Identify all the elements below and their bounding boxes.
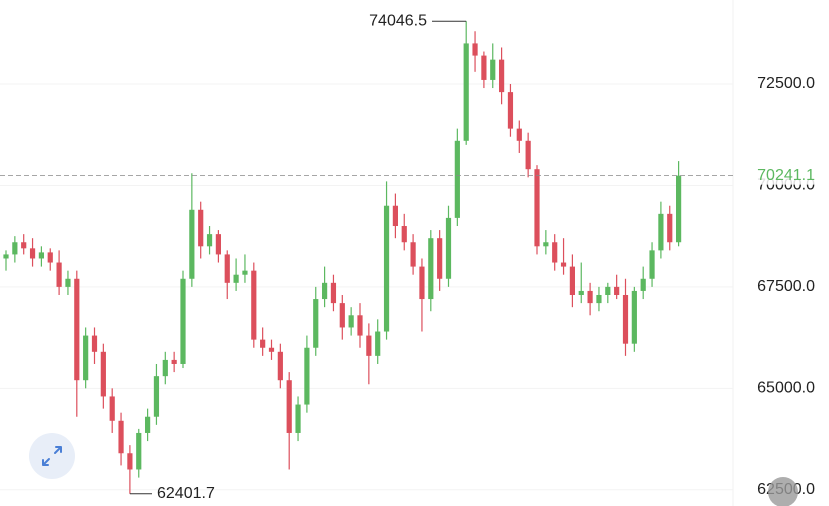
candle-body — [339, 303, 345, 328]
candle-body — [304, 347, 310, 405]
candle-body — [543, 242, 549, 247]
y-tick-label: 72500.0 — [757, 75, 815, 92]
candle-body — [29, 248, 36, 259]
max-label: 74046.5 — [369, 12, 427, 29]
candle-body — [587, 290, 593, 304]
candle-body — [622, 294, 629, 344]
candle-body — [375, 331, 381, 356]
candle-body — [65, 278, 71, 287]
expand-icon[interactable] — [42, 446, 62, 466]
candle-body — [277, 351, 283, 381]
candle-body — [472, 43, 478, 56]
candle-body — [260, 339, 266, 348]
candle-body — [596, 294, 602, 304]
candle-body — [605, 286, 611, 295]
candle-body — [499, 59, 505, 93]
candle-body — [171, 359, 177, 364]
candle-body — [552, 242, 558, 263]
candle-body — [100, 351, 106, 397]
candle-body — [428, 238, 434, 300]
candle-body — [313, 299, 319, 348]
candle-body — [437, 238, 443, 279]
y-tick-label: 65000.0 — [757, 380, 815, 397]
candle-body — [481, 55, 487, 80]
y-tick-label: 67500.0 — [757, 278, 815, 295]
candle-body — [145, 416, 151, 433]
candle-body — [383, 205, 390, 332]
candle-body — [366, 335, 372, 356]
candle-body — [180, 278, 186, 364]
candle-body — [242, 270, 248, 275]
candle-body — [233, 274, 239, 283]
candle-body — [649, 250, 655, 279]
candle-body — [401, 226, 407, 243]
current-price-bg — [740, 165, 822, 185]
candle-body — [667, 213, 673, 243]
candle-body — [463, 43, 469, 141]
candle-body — [322, 282, 328, 300]
candle-body — [47, 252, 53, 263]
candle-body — [206, 234, 213, 247]
candle-body — [118, 420, 124, 454]
candle-body — [21, 242, 27, 249]
candle-body — [357, 315, 363, 336]
candle-body — [295, 404, 301, 433]
candle-body — [534, 169, 540, 247]
candle-body — [569, 266, 575, 295]
candle-body — [445, 217, 452, 279]
candle-body — [507, 92, 514, 129]
candle-body — [224, 254, 230, 283]
candle-body — [162, 359, 168, 377]
candle-body — [251, 270, 257, 340]
candle-body — [330, 282, 337, 304]
scroll-button[interactable] — [768, 477, 798, 506]
candle-body — [578, 290, 584, 295]
candle-body — [490, 59, 496, 80]
candle-body — [198, 209, 204, 247]
candle-body — [136, 432, 142, 470]
candle-body — [392, 205, 398, 227]
candle-body — [658, 213, 664, 251]
candle-body — [109, 396, 115, 421]
candle-body — [3, 254, 9, 259]
candle-body — [560, 262, 567, 267]
candle-body — [268, 347, 275, 352]
candle-body — [56, 262, 62, 287]
candle-body — [454, 140, 460, 218]
candle-body — [419, 266, 425, 300]
candle-body — [676, 175, 682, 243]
candle-body — [83, 335, 89, 381]
candle-body — [614, 286, 620, 295]
expand-button[interactable] — [29, 433, 75, 479]
candle-body — [286, 380, 292, 433]
current-price-label: 70241.1 — [757, 167, 815, 184]
candle-body — [640, 278, 646, 291]
candle-body — [189, 209, 195, 279]
candle-body — [74, 278, 80, 381]
min-label: 62401.7 — [157, 485, 215, 502]
candle-body — [410, 242, 416, 267]
candle-body — [348, 315, 354, 328]
candle-body — [631, 290, 637, 344]
candle-body — [215, 234, 221, 255]
candle-body — [38, 252, 44, 259]
expand-button-bg[interactable] — [29, 433, 75, 479]
candle-body — [516, 128, 522, 141]
candle-body — [91, 335, 98, 352]
candle-body — [525, 140, 531, 170]
candle-body — [12, 242, 18, 255]
candle-body — [127, 453, 133, 470]
candle-body — [153, 376, 160, 417]
